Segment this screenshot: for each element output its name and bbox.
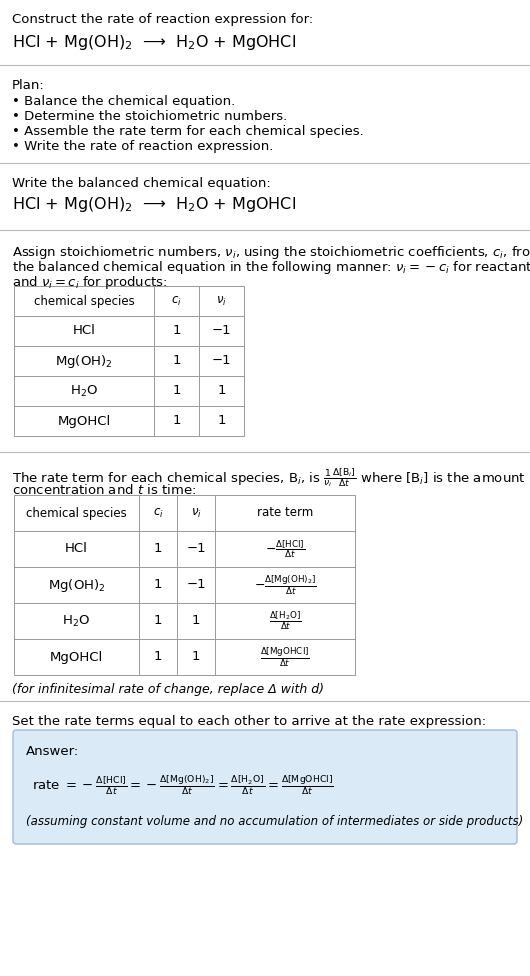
Text: Mg(OH)$_2$: Mg(OH)$_2$ xyxy=(55,352,113,370)
Text: 1: 1 xyxy=(217,415,226,427)
Text: 1: 1 xyxy=(154,543,162,555)
Text: • Assemble the rate term for each chemical species.: • Assemble the rate term for each chemic… xyxy=(12,125,364,138)
Text: rate $= -\frac{\Delta[\mathrm{HCl}]}{\Delta t} = -\frac{\Delta[\mathrm{Mg(OH)_2}: rate $= -\frac{\Delta[\mathrm{HCl}]}{\De… xyxy=(32,773,334,796)
FancyBboxPatch shape xyxy=(13,730,517,844)
Text: MgOHCl: MgOHCl xyxy=(57,415,111,427)
Text: 1: 1 xyxy=(172,385,181,397)
Text: rate term: rate term xyxy=(257,507,313,519)
Text: 1: 1 xyxy=(172,415,181,427)
Text: $c_i$: $c_i$ xyxy=(153,507,163,519)
Text: $\frac{\Delta[\mathrm{MgOHCl}]}{\Delta t}$: $\frac{\Delta[\mathrm{MgOHCl}]}{\Delta t… xyxy=(260,645,310,669)
Text: (assuming constant volume and no accumulation of intermediates or side products): (assuming constant volume and no accumul… xyxy=(26,815,523,828)
Text: HCl: HCl xyxy=(65,543,88,555)
Text: HCl: HCl xyxy=(73,324,95,338)
Text: −1: −1 xyxy=(186,543,206,555)
Text: MgOHCl: MgOHCl xyxy=(50,650,103,664)
Text: • Write the rate of reaction expression.: • Write the rate of reaction expression. xyxy=(12,140,273,153)
Text: 1: 1 xyxy=(192,615,200,628)
Text: $\frac{\Delta[\mathrm{H_2O}]}{\Delta t}$: $\frac{\Delta[\mathrm{H_2O}]}{\Delta t}$ xyxy=(269,610,301,632)
Text: 1: 1 xyxy=(154,615,162,628)
Text: 1: 1 xyxy=(154,650,162,664)
Text: −1: −1 xyxy=(211,354,231,368)
Text: 1: 1 xyxy=(154,579,162,591)
Text: 1: 1 xyxy=(192,650,200,664)
Text: HCl + Mg(OH)$_2$  ⟶  H$_2$O + MgOHCl: HCl + Mg(OH)$_2$ ⟶ H$_2$O + MgOHCl xyxy=(12,195,296,214)
Text: Mg(OH)$_2$: Mg(OH)$_2$ xyxy=(48,577,105,593)
Text: Assign stoichiometric numbers, $\nu_i$, using the stoichiometric coefficients, $: Assign stoichiometric numbers, $\nu_i$, … xyxy=(12,244,530,261)
Text: 1: 1 xyxy=(217,385,226,397)
Text: and $\nu_i = c_i$ for products:: and $\nu_i = c_i$ for products: xyxy=(12,274,167,291)
Text: Answer:: Answer: xyxy=(26,745,80,758)
Text: 1: 1 xyxy=(172,354,181,368)
Text: Write the balanced chemical equation:: Write the balanced chemical equation: xyxy=(12,177,271,190)
Text: $-\frac{\Delta[\mathrm{HCl}]}{\Delta t}$: $-\frac{\Delta[\mathrm{HCl}]}{\Delta t}$ xyxy=(265,538,305,560)
Text: the balanced chemical equation in the following manner: $\nu_i = -c_i$ for react: the balanced chemical equation in the fo… xyxy=(12,259,530,276)
Bar xyxy=(14,286,244,436)
Text: H$_2$O: H$_2$O xyxy=(63,614,91,629)
Text: • Determine the stoichiometric numbers.: • Determine the stoichiometric numbers. xyxy=(12,110,287,123)
Bar xyxy=(14,495,355,675)
Text: $\nu_i$: $\nu_i$ xyxy=(216,295,227,307)
Text: chemical species: chemical species xyxy=(33,295,135,307)
Text: Plan:: Plan: xyxy=(12,79,45,92)
Text: −1: −1 xyxy=(211,324,231,338)
Text: $\nu_i$: $\nu_i$ xyxy=(191,507,201,519)
Text: Set the rate terms equal to each other to arrive at the rate expression:: Set the rate terms equal to each other t… xyxy=(12,715,486,728)
Text: −1: −1 xyxy=(186,579,206,591)
Text: chemical species: chemical species xyxy=(26,507,127,519)
Text: HCl + Mg(OH)$_2$  ⟶  H$_2$O + MgOHCl: HCl + Mg(OH)$_2$ ⟶ H$_2$O + MgOHCl xyxy=(12,33,296,52)
Text: $-\frac{\Delta[\mathrm{Mg(OH)_2}]}{\Delta t}$: $-\frac{\Delta[\mathrm{Mg(OH)_2}]}{\Delt… xyxy=(253,573,316,596)
Text: $c_i$: $c_i$ xyxy=(171,295,182,307)
Text: 1: 1 xyxy=(172,324,181,338)
Text: Construct the rate of reaction expression for:: Construct the rate of reaction expressio… xyxy=(12,13,313,26)
Text: • Balance the chemical equation.: • Balance the chemical equation. xyxy=(12,95,235,108)
Text: concentration and $t$ is time:: concentration and $t$ is time: xyxy=(12,483,196,497)
Text: The rate term for each chemical species, B$_i$, is $\frac{1}{\nu_i}\frac{\Delta[: The rate term for each chemical species,… xyxy=(12,466,526,489)
Text: (for infinitesimal rate of change, replace Δ with d): (for infinitesimal rate of change, repla… xyxy=(12,683,324,696)
Text: H$_2$O: H$_2$O xyxy=(70,384,98,398)
